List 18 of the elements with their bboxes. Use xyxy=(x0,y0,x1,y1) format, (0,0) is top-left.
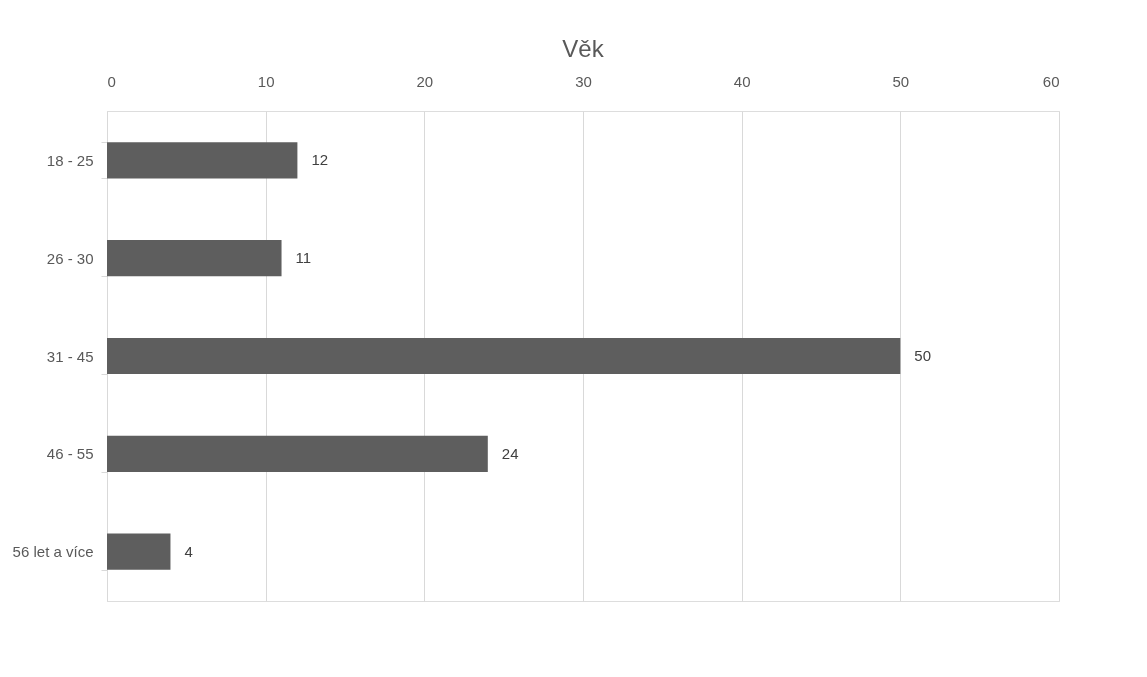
x-tick-label: 30 xyxy=(575,72,592,90)
data-label: 50 xyxy=(914,347,932,364)
x-tick-label: 10 xyxy=(257,72,275,90)
y-tick-label: 18 - 25 xyxy=(46,151,94,169)
data-label: 12 xyxy=(311,151,329,169)
data-label: 4 xyxy=(184,542,193,560)
data-label: 11 xyxy=(295,249,312,267)
data-label: 24 xyxy=(501,444,519,462)
y-tick-label: 26 - 30 xyxy=(46,249,94,267)
x-tick-label: 20 xyxy=(416,72,434,90)
x-tick-label: 50 xyxy=(892,72,910,90)
x-tick-label: 40 xyxy=(733,72,751,90)
y-tick-label: 46 - 55 xyxy=(46,445,94,463)
y-tick-label: 56 let a více xyxy=(12,543,94,561)
x-tick-label: 60 xyxy=(1042,72,1060,90)
x-tick-label: 0 xyxy=(107,72,116,90)
y-tick-label: 31 - 45 xyxy=(46,347,94,365)
chart-title: Věk xyxy=(562,35,605,62)
